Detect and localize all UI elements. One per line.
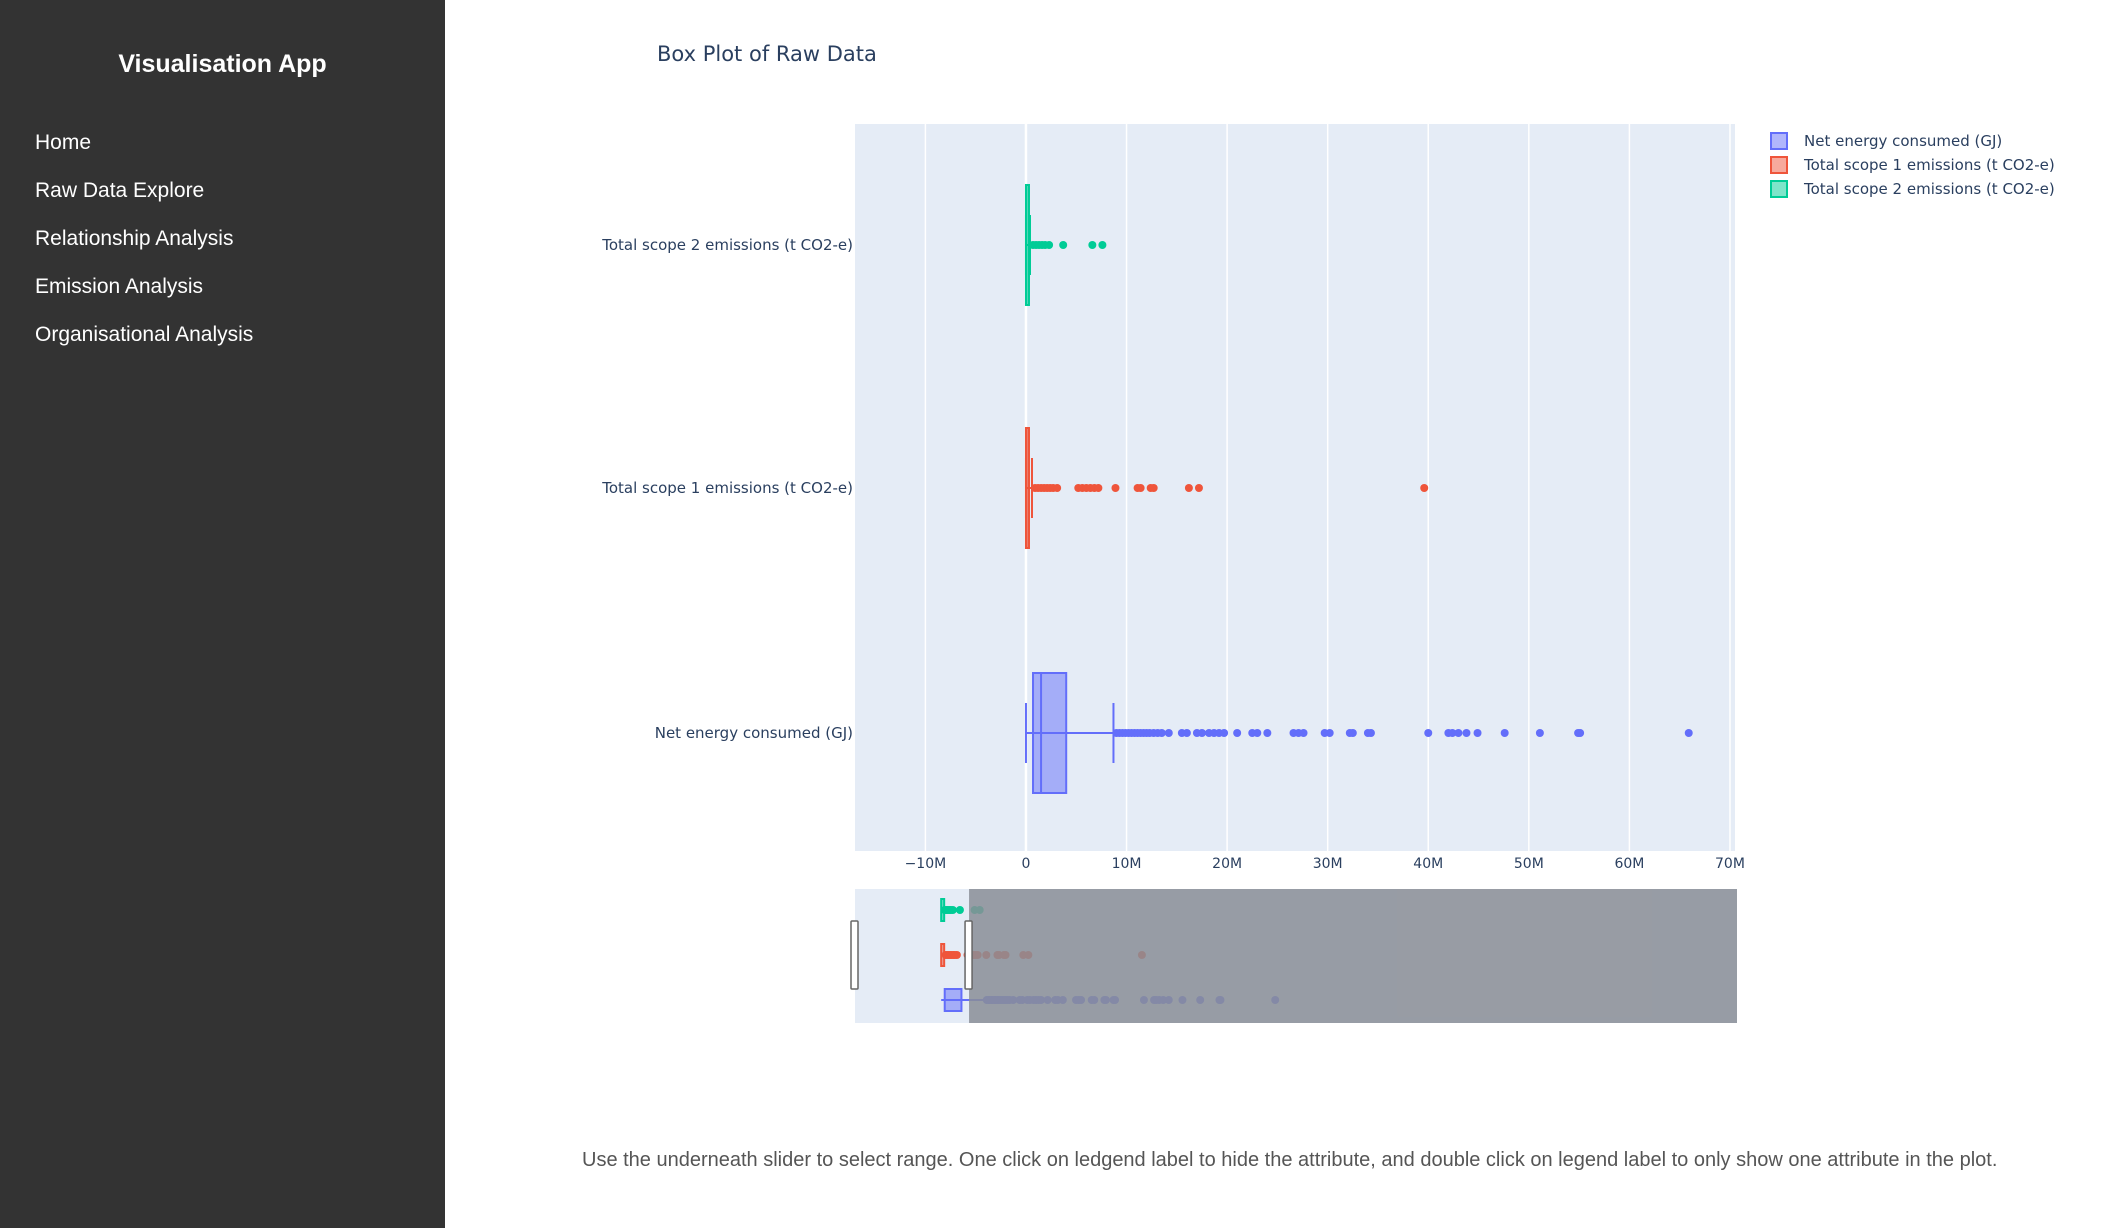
usage-note: Use the underneath slider to select rang… bbox=[582, 1149, 1998, 1171]
nav-item-emission-analysis[interactable]: Emission Analysis bbox=[35, 275, 204, 298]
outlier-point bbox=[1220, 729, 1229, 737]
outlier-point bbox=[1194, 484, 1203, 492]
x-tick-label: 50M bbox=[1514, 856, 1544, 872]
mini-outlier-point bbox=[952, 951, 961, 959]
app-title: Visualisation App bbox=[118, 50, 327, 78]
outlier-point bbox=[1045, 241, 1054, 249]
plot-area bbox=[855, 124, 1735, 851]
legend-item-label[interactable]: Net energy consumed (GJ) bbox=[1804, 132, 2002, 150]
x-tick-label: 40M bbox=[1413, 856, 1443, 872]
nav-item-home[interactable]: Home bbox=[35, 131, 92, 154]
outlier-point bbox=[1420, 484, 1429, 492]
box-iqr bbox=[1032, 672, 1068, 794]
outlier-point bbox=[1366, 729, 1375, 737]
mini-outlier-point bbox=[955, 906, 964, 914]
outlier-point bbox=[1454, 729, 1463, 737]
x-tick-label: 30M bbox=[1313, 856, 1343, 872]
outlier-point bbox=[1535, 729, 1544, 737]
outlier-point bbox=[1111, 484, 1120, 492]
y-category-label: Total scope 1 emissions (t CO2-e) bbox=[601, 479, 853, 497]
x-tick-label: 70M bbox=[1715, 856, 1745, 872]
nav-item-relationship-analysis[interactable]: Relationship Analysis bbox=[35, 227, 234, 250]
chart-title: Box Plot of Raw Data bbox=[657, 42, 877, 66]
outlier-point bbox=[1059, 241, 1068, 249]
outlier-point bbox=[1098, 241, 1107, 249]
outlier-point bbox=[1053, 484, 1062, 492]
outlier-point bbox=[1136, 484, 1145, 492]
mini-box bbox=[943, 988, 963, 1012]
range-slider-mask bbox=[969, 889, 1737, 1023]
outlier-point bbox=[1576, 729, 1585, 737]
x-tick-label: 60M bbox=[1614, 856, 1644, 872]
outlier-point bbox=[1684, 729, 1693, 737]
outlier-point bbox=[1197, 729, 1206, 737]
outlier-point bbox=[1184, 484, 1193, 492]
y-category-label: Total scope 2 emissions (t CO2-e) bbox=[601, 236, 853, 254]
range-slider-handle-left[interactable] bbox=[850, 920, 859, 990]
outlier-point bbox=[1462, 729, 1471, 737]
mini-outlier-point bbox=[948, 906, 957, 914]
outlier-point bbox=[1473, 729, 1482, 737]
nav-item-organisational-analysis[interactable]: Organisational Analysis bbox=[35, 323, 254, 346]
outlier-point bbox=[1348, 729, 1357, 737]
chart-svg: Box Plot of Raw Data −10M 0 10M 20M 30M 40M 50M… bbox=[601, 42, 2055, 1023]
legend-item-label[interactable]: Total scope 1 emissions (t CO2-e) bbox=[1803, 156, 2055, 174]
outlier-point bbox=[1263, 729, 1272, 737]
x-tick-label: 0 bbox=[1022, 856, 1031, 872]
range-slider-handle-right[interactable] bbox=[964, 920, 973, 990]
y-category-label: Net energy consumed (GJ) bbox=[655, 724, 853, 742]
outlier-point bbox=[1448, 729, 1457, 737]
outlier-point bbox=[1299, 729, 1308, 737]
outlier-point bbox=[1157, 729, 1166, 737]
box-plot-chart: Box Plot of Raw Data −10M 0 10M 20M 30M 40M 50M… bbox=[445, 0, 2125, 1100]
sidebar: Visualisation App Home Raw Data Explore … bbox=[0, 0, 445, 1228]
x-tick-label: 20M bbox=[1212, 856, 1242, 872]
legend-item-label[interactable]: Total scope 2 emissions (t CO2-e) bbox=[1803, 180, 2055, 198]
outlier-point bbox=[1500, 729, 1509, 737]
nav-item-raw-data-explore[interactable]: Raw Data Explore bbox=[35, 179, 205, 202]
legend-swatch[interactable] bbox=[1770, 180, 1788, 198]
outlier-point bbox=[1088, 241, 1097, 249]
outlier-point bbox=[1253, 729, 1262, 737]
outlier-point bbox=[1325, 729, 1334, 737]
outlier-point bbox=[1182, 729, 1191, 737]
outlier-point bbox=[1164, 729, 1173, 737]
outlier-point bbox=[1233, 729, 1242, 737]
legend-swatch[interactable] bbox=[1770, 156, 1788, 174]
x-tick-label: −10M bbox=[905, 856, 947, 872]
outlier-point bbox=[1094, 484, 1103, 492]
outlier-point bbox=[1424, 729, 1433, 737]
legend-swatch[interactable] bbox=[1770, 132, 1788, 150]
outlier-point bbox=[1149, 484, 1158, 492]
x-tick-label: 10M bbox=[1112, 856, 1142, 872]
